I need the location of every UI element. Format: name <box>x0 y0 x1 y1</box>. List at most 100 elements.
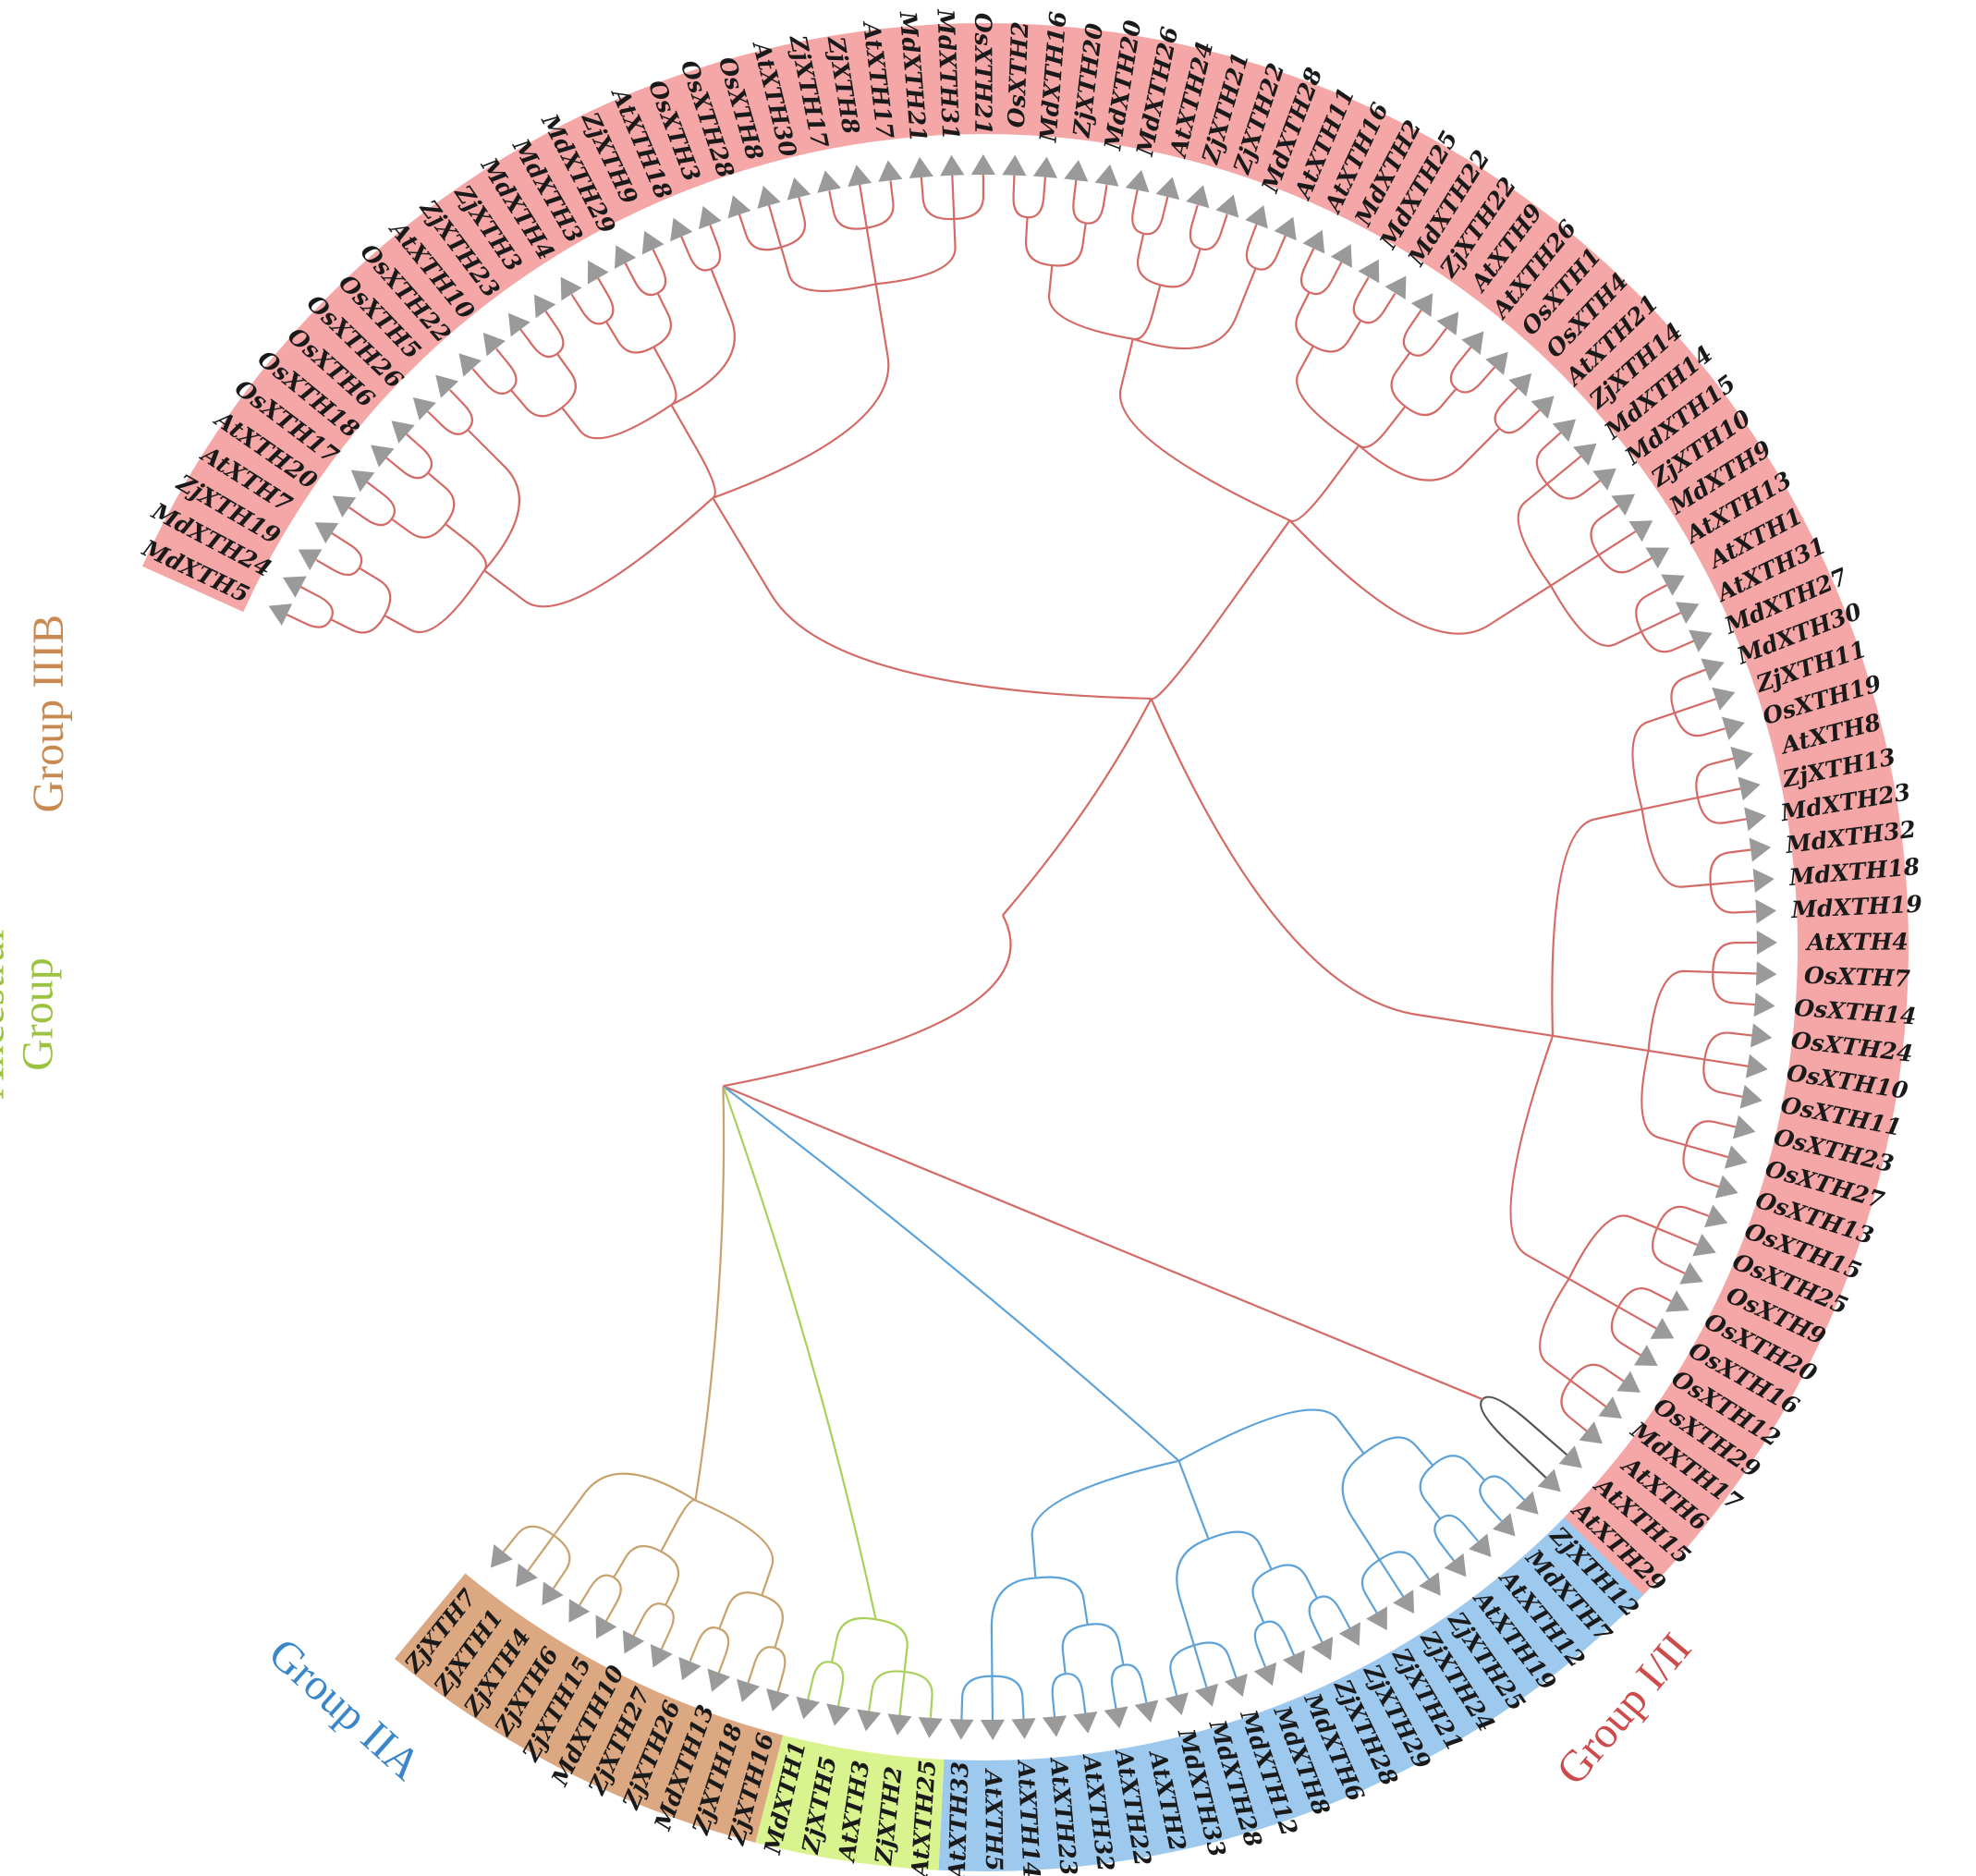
tree-branch <box>1358 406 1407 449</box>
leaf-arrow <box>817 170 842 193</box>
tree-branch <box>1150 519 1291 700</box>
leaf-label: OsXTH21 <box>970 13 996 135</box>
tree-branch <box>1002 698 1153 917</box>
tree-branch <box>1288 445 1360 523</box>
tree-branch <box>1409 326 1448 357</box>
leaf-arrow <box>1186 185 1210 209</box>
tree-branch <box>494 347 518 391</box>
tree-branch <box>1123 1663 1148 1704</box>
leaf-arrow <box>1165 1692 1189 1715</box>
tree-branch <box>1610 1306 1641 1357</box>
tree-branch <box>1160 248 1201 288</box>
tree-branch <box>920 177 955 221</box>
leaf-arrow <box>918 1716 943 1738</box>
leaf-label: AtXTH4 <box>1805 928 1909 956</box>
leaf-arrow <box>1410 293 1433 318</box>
leaf-arrow <box>283 576 307 598</box>
tree-branch <box>875 1618 909 1673</box>
tree-branch <box>1143 196 1169 236</box>
tree-branch <box>1670 668 1706 713</box>
tree-branch <box>670 268 736 407</box>
tree-branch <box>1433 1517 1455 1562</box>
tree-branch <box>1703 1031 1753 1060</box>
tree-branch <box>1560 1380 1588 1432</box>
leaf-arrow <box>542 1581 564 1606</box>
tree-branch <box>1255 234 1287 271</box>
tree-branch <box>1551 808 1642 1036</box>
tree-branch <box>1052 223 1087 267</box>
tree-branch <box>1709 883 1757 914</box>
tree-branch <box>553 1472 697 1537</box>
tree-branch <box>694 1086 726 1501</box>
leaf-arrow <box>1714 1175 1738 1199</box>
tree-branches <box>286 173 1758 1722</box>
leaf-arrow <box>1225 1673 1248 1698</box>
leaf-arrow <box>909 156 933 178</box>
tree-branch <box>1567 1214 1658 1280</box>
tree-branch <box>315 558 360 577</box>
tree-branch <box>1065 1673 1087 1714</box>
tree-branch <box>1695 757 1734 798</box>
tree-branch <box>1132 267 1257 350</box>
tree-branch <box>859 184 868 228</box>
tree-branch <box>1648 1049 1705 1061</box>
tree-branch <box>904 1670 933 1719</box>
tree-branch <box>1494 387 1519 430</box>
tree-branch <box>467 429 520 571</box>
group-band <box>755 1735 945 1870</box>
leaf-label: OsXTH2 <box>1003 21 1033 128</box>
tree-branch <box>1710 879 1754 886</box>
tree-branch <box>898 1671 906 1716</box>
leaf-arrow <box>1755 899 1777 924</box>
tree-branch <box>1072 179 1086 225</box>
tree-branch <box>767 204 783 248</box>
leaf-label: MdXTH31 <box>932 7 964 140</box>
leaf-arrow <box>1753 992 1775 1017</box>
tree-branch <box>1479 1480 1503 1522</box>
tree-branch <box>1449 346 1472 390</box>
tree-branch <box>722 1085 877 1620</box>
tree-branch <box>868 1670 905 1712</box>
leaf-arrow <box>1616 1370 1641 1393</box>
tree-branch <box>1402 309 1422 354</box>
leaf-arrow <box>1419 1572 1441 1596</box>
tree-branch <box>1035 1576 1089 1626</box>
tree-branch <box>1176 1538 1209 1646</box>
tree-branch <box>1655 1205 1710 1229</box>
tree-branch <box>1295 291 1314 347</box>
group-band <box>938 1517 1644 1871</box>
tree-branch <box>1597 554 1653 574</box>
tree-branch <box>991 1675 994 1722</box>
tree-branch <box>1712 971 1756 1006</box>
tree-branch <box>1404 387 1458 417</box>
tree-branch <box>1296 345 1360 446</box>
tree-branch <box>1517 482 1552 587</box>
tree-branch <box>1641 1050 1687 1147</box>
leaf-arrow <box>857 1709 882 1732</box>
tree-branch <box>1535 432 1562 485</box>
tree-branch <box>1341 1453 1381 1561</box>
leaf-arrow <box>1444 1553 1467 1578</box>
leaf-arrow <box>678 1656 701 1681</box>
leaf-arrow <box>1679 1261 1703 1285</box>
tree-branch <box>366 481 396 520</box>
tree-branch <box>1546 455 1582 485</box>
leaf-arrow <box>458 353 482 377</box>
tree-branch <box>1546 479 1602 500</box>
tree-branch <box>406 433 433 474</box>
tree-branch <box>527 1534 555 1572</box>
leaf-arrow <box>371 445 395 468</box>
leaf-arrow <box>1633 1345 1658 1366</box>
leaf-arrow <box>1739 1084 1763 1109</box>
leaf-arrow <box>940 154 965 177</box>
leaf-arrow <box>796 1696 821 1720</box>
leaf-arrow <box>1730 746 1753 771</box>
tree-branch <box>1312 320 1362 353</box>
leaf-arrow <box>1755 961 1777 986</box>
tree-branch <box>561 404 672 440</box>
tree-branch <box>1358 427 1501 481</box>
tree-branch <box>1299 248 1315 294</box>
leaf-arrow <box>595 1614 617 1639</box>
leaf-arrow <box>1592 468 1616 491</box>
tree-branch <box>1482 1395 1568 1456</box>
